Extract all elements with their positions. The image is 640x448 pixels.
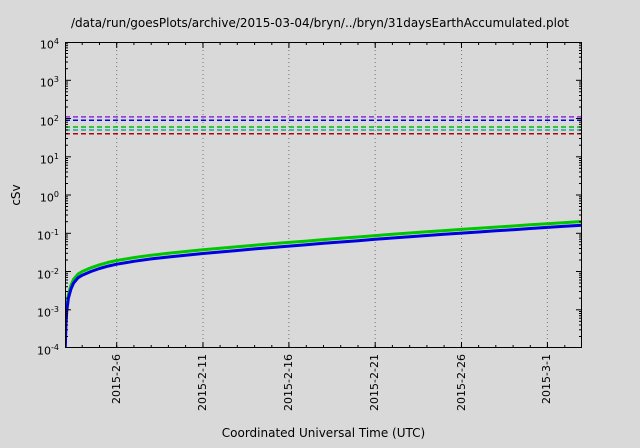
accumulated-dose-green-curve — [65, 220, 582, 346]
x-tick-label: 2015-3-1 — [540, 354, 554, 404]
plot-border — [65, 42, 582, 348]
x-axis-label: Coordinated Universal Time (UTC) — [221, 426, 426, 440]
chart-title: /data/run/goesPlots/archive/2015-03-04/b… — [70, 16, 570, 30]
y-tick-label: 10-4 — [37, 343, 59, 358]
y-tick-label: 10-1 — [37, 228, 59, 243]
x-tick-label: 2015-2-11 — [196, 354, 210, 411]
x-tick-label: 2015-2-6 — [109, 354, 123, 404]
y-tick-label: 102 — [39, 113, 59, 129]
y-tick-label: 10-3 — [37, 304, 59, 320]
x-tick-label: 2015-2-26 — [454, 354, 468, 411]
y-tick-label: 104 — [39, 37, 59, 52]
y-tick-label: 100 — [39, 190, 59, 205]
plot-canvas — [65, 42, 582, 348]
x-tick-label: 2015-2-16 — [281, 354, 295, 411]
y-tick-label: 101 — [39, 151, 59, 167]
y-tick-label: 103 — [39, 75, 59, 90]
x-tick-label: 2015-2-21 — [368, 354, 382, 411]
y-tick-label: 10-2 — [37, 266, 59, 282]
accumulated-dose-blue-curve — [65, 223, 582, 348]
